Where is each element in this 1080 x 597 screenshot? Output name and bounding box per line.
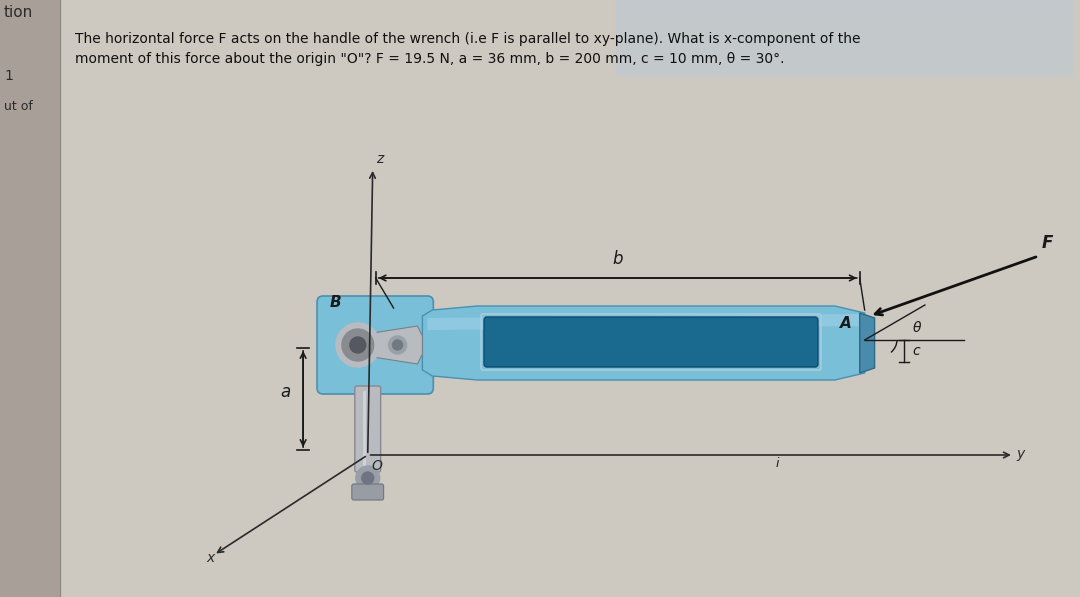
Polygon shape <box>373 326 422 364</box>
Circle shape <box>350 337 366 353</box>
Text: A: A <box>840 316 851 331</box>
Text: F: F <box>1041 234 1053 252</box>
Circle shape <box>389 336 406 354</box>
Text: b: b <box>612 250 622 268</box>
Circle shape <box>355 466 380 490</box>
Text: The horizontal force F acts on the handle of the wrench (i.e F is parallel to xy: The horizontal force F acts on the handl… <box>75 32 860 46</box>
Bar <box>0 0 59 597</box>
Text: θ: θ <box>913 321 921 335</box>
Text: ut of: ut of <box>4 100 32 113</box>
FancyBboxPatch shape <box>352 484 383 500</box>
Text: moment of this force about the origin "O"? F = 19.5 N, a = 36 mm, b = 200 mm, c : moment of this force about the origin "O… <box>75 52 784 66</box>
Polygon shape <box>428 314 860 330</box>
Circle shape <box>342 329 374 361</box>
Circle shape <box>336 323 380 367</box>
Text: tion: tion <box>4 5 33 20</box>
Text: i: i <box>775 457 779 470</box>
Text: B: B <box>330 295 341 310</box>
FancyBboxPatch shape <box>355 386 380 472</box>
FancyBboxPatch shape <box>318 296 433 394</box>
FancyBboxPatch shape <box>484 317 818 367</box>
Bar <box>617 0 1074 75</box>
Circle shape <box>392 340 403 350</box>
Text: x: x <box>206 551 215 565</box>
Text: y: y <box>1016 447 1025 461</box>
Circle shape <box>362 472 374 484</box>
Text: O: O <box>372 459 382 473</box>
Polygon shape <box>860 313 875 373</box>
Polygon shape <box>422 306 865 380</box>
Text: 1: 1 <box>4 69 13 83</box>
Text: z: z <box>376 152 383 166</box>
Text: a: a <box>280 383 291 401</box>
Text: c: c <box>913 344 920 358</box>
